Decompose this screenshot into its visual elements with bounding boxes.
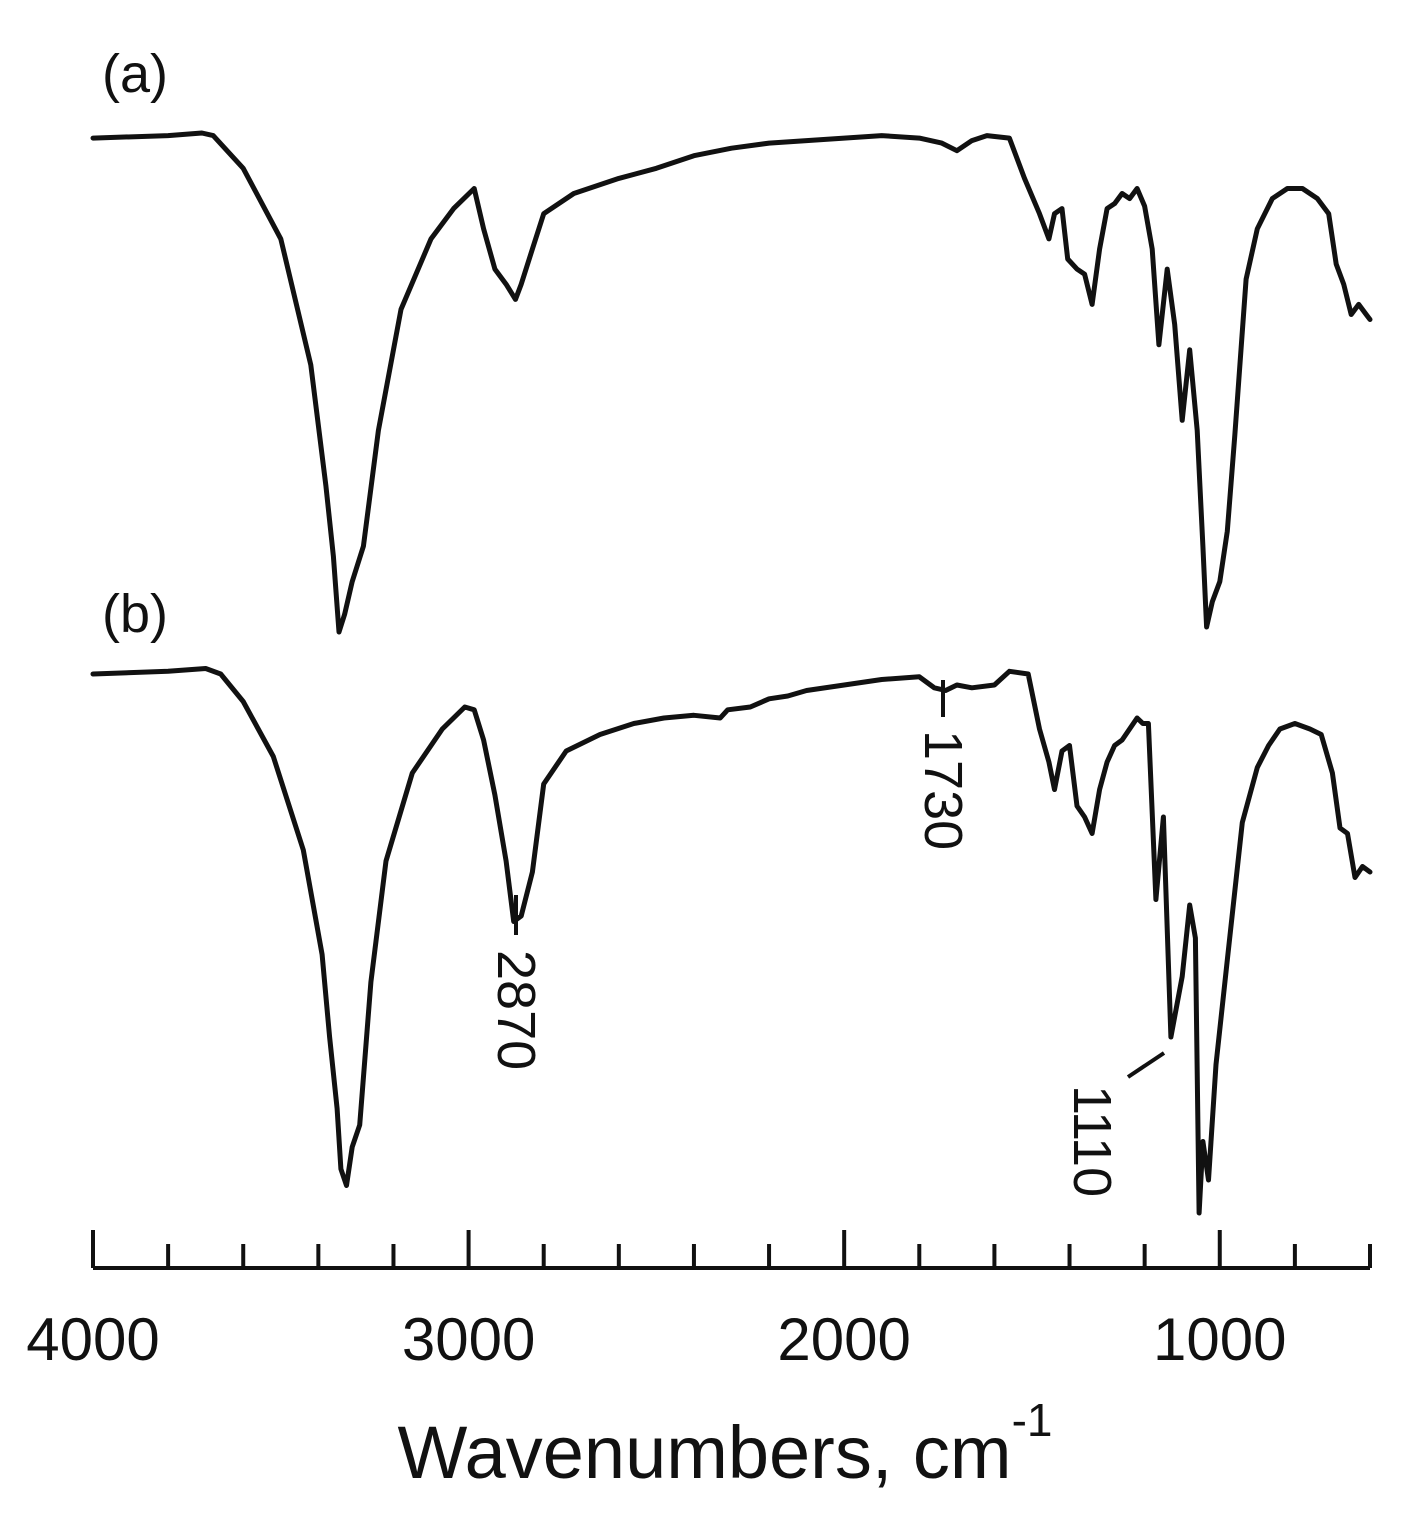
tick-label-4000: 4000 [26, 1306, 159, 1373]
x-axis: 4000 3000 2000 1000 [26, 1230, 1372, 1373]
peak-label-1110: 1110 [1062, 1085, 1122, 1197]
x-axis-title-text: Wavenumbers, cm [398, 1411, 1012, 1494]
x-axis-title-superscript: -1 [1012, 1394, 1053, 1446]
spectrum-line-a [90, 130, 1373, 635]
series-label-a: (a) [102, 44, 168, 104]
tick-label-1000: 1000 [1153, 1306, 1286, 1373]
tick-label-2000: 2000 [777, 1306, 910, 1373]
panel-labels: (a) (b) [102, 44, 168, 644]
spectra-curves [90, 130, 1373, 1216]
peak-label-2870: 2870 [486, 950, 546, 1070]
peak-annotations: 2870 1730 1110 [486, 680, 1166, 1197]
x-axis-ticks [91, 1230, 1372, 1268]
x-axis-title: Wavenumbers, cm-1 [398, 1394, 1053, 1494]
spectrum-line-b [90, 666, 1373, 1216]
x-axis-tick-labels: 4000 3000 2000 1000 [26, 1306, 1286, 1373]
peak-marker-1110 [1126, 1051, 1166, 1079]
tick-label-3000: 3000 [402, 1306, 535, 1373]
series-label-b: (b) [102, 584, 168, 644]
peak-label-1730: 1730 [913, 730, 973, 850]
